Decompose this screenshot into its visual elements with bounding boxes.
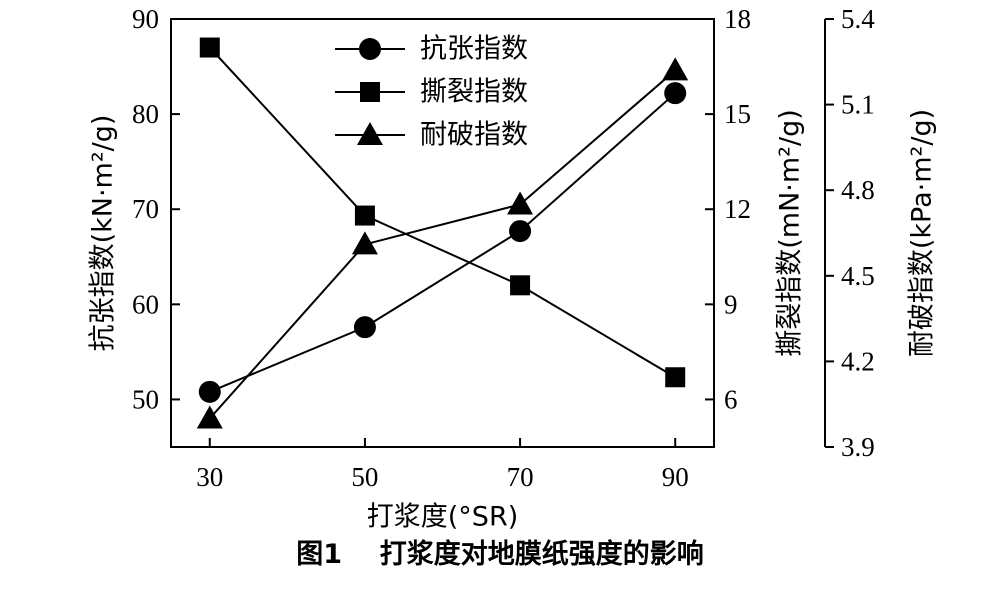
- data-point-circle: [664, 82, 687, 105]
- right-burst-tick-label: 5.4: [841, 4, 875, 34]
- data-point-triangle: [196, 405, 223, 429]
- data-point-triangle: [507, 191, 534, 215]
- x-tick-label: 70: [507, 462, 534, 492]
- legend-marker-triangle: [357, 122, 383, 145]
- right-burst-axis-title: 耐破指数(kPa·m²/g): [907, 109, 938, 357]
- series-line-square: [209, 46, 676, 379]
- data-point-square: [665, 367, 686, 388]
- series-square: [199, 37, 686, 388]
- series-circle: [198, 82, 687, 403]
- plot-frame: [170, 18, 715, 448]
- right-tear-tick-label: 9: [724, 289, 738, 319]
- right-burst-tick-label: 4.5: [841, 261, 875, 291]
- plot-border: [170, 18, 715, 448]
- data-point-circle: [198, 380, 221, 403]
- data-point-circle: [353, 316, 376, 339]
- series-triangle: [196, 57, 689, 429]
- x-tick-label: 50: [351, 462, 378, 492]
- data-point-triangle: [351, 231, 378, 255]
- legend-label: 耐破指数: [420, 120, 528, 151]
- right-tear-tick-label: 6: [724, 384, 738, 414]
- data-point-circle: [509, 220, 532, 243]
- right-tear-axis-title: 撕裂指数(mN·m²/g): [775, 109, 806, 357]
- legend-label: 撕裂指数: [420, 77, 528, 108]
- series-line-circle: [209, 92, 676, 393]
- right-tear-tick-label: 18: [724, 4, 751, 34]
- data-point-square: [354, 205, 375, 226]
- left-tick-label: 60: [132, 289, 159, 319]
- left-axis: 50 60 70 80 90 抗张指数(kN·m²/g): [88, 4, 180, 414]
- left-tick-label: 50: [132, 384, 159, 414]
- left-axis-title: 抗张指数(kN·m²/g): [88, 115, 119, 352]
- caption-label: 图1: [296, 539, 343, 570]
- right-burst-tick-label: 4.2: [841, 346, 875, 376]
- right-burst-tick-label: 4.8: [841, 175, 875, 205]
- right-burst-tick-label: 5.1: [841, 90, 875, 120]
- series-layer: [196, 37, 689, 429]
- x-axis-title: 打浆度(°SR): [367, 502, 518, 531]
- legend-label: 抗张指数: [420, 34, 528, 65]
- left-tick-label: 70: [132, 194, 159, 224]
- right-burst-tick-label: 3.9: [841, 432, 875, 462]
- right-tear-tick-label: 12: [724, 194, 751, 224]
- caption-title: 打浆度对地膜纸强度的影响: [379, 539, 704, 570]
- right-axis-tear: 6 9 12 15 18 撕裂指数(mN·m²/g): [705, 4, 806, 414]
- x-axis: 30 50 70 90 打浆度(°SR): [196, 438, 689, 531]
- series-line-triangle: [209, 69, 676, 420]
- x-tick-label: 30: [196, 462, 223, 492]
- x-tick-label: 90: [662, 462, 689, 492]
- figure-caption: 图1 打浆度对地膜纸强度的影响: [0, 532, 1000, 571]
- data-point-square: [199, 37, 220, 58]
- right-tear-tick-label: 15: [724, 99, 751, 129]
- legend-marker-square: [360, 82, 380, 102]
- right-axis-burst: 3.9 4.2 4.5 4.8 5.1 5.4 耐破指数(kPa·m²/g): [824, 4, 938, 462]
- data-point-triangle: [662, 57, 689, 81]
- legend-marker-circle: [359, 38, 381, 60]
- data-point-square: [510, 275, 531, 296]
- chart: 50 60 70 80 90 抗张指数(kN·m²/g) 6 9 12 15 18 撕裂指数(mN·…: [88, 4, 938, 531]
- left-tick-label: 80: [132, 99, 159, 129]
- left-tick-label: 90: [132, 4, 159, 34]
